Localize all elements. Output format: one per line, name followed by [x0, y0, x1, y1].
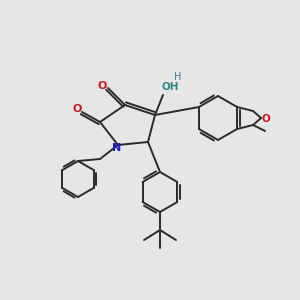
- Text: O: O: [262, 114, 270, 124]
- Text: N: N: [112, 143, 122, 153]
- Text: OH: OH: [161, 82, 179, 92]
- Text: O: O: [72, 104, 82, 114]
- Text: H: H: [174, 72, 182, 82]
- Text: O: O: [97, 81, 107, 91]
